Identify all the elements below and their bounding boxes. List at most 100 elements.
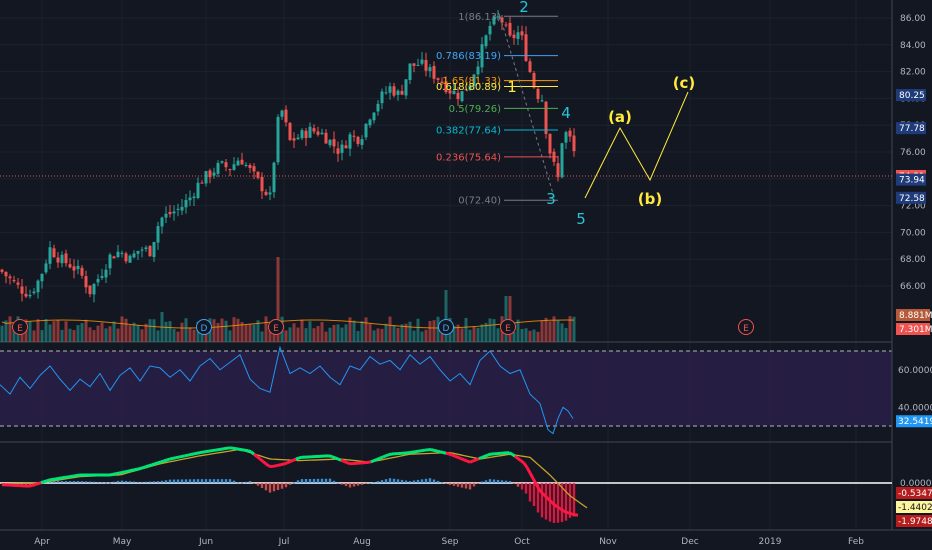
wave-label: (c) <box>673 74 696 92</box>
volume-bar <box>316 326 320 342</box>
macd-histogram-bar <box>184 479 188 483</box>
macd-line-segment <box>259 457 264 463</box>
volume-bar <box>432 320 436 342</box>
macd-line-segment <box>388 452 393 457</box>
volume-bar <box>524 328 528 342</box>
macd-value-tag-label: -1.4402 <box>898 503 932 513</box>
macd-histogram-bar <box>144 481 148 483</box>
candle-body <box>320 132 324 135</box>
volume-bar <box>420 331 424 342</box>
event-marker: D <box>196 319 212 335</box>
fibonacci-retracement[interactable]: 1(86.13) 0.786(83.19) 1.65(81.33)0.618(80.… <box>436 12 558 207</box>
volume-bar <box>144 323 148 342</box>
candle-body <box>268 192 272 195</box>
price-tag-label: 72.58 <box>899 194 925 204</box>
macd-line-segment <box>127 469 132 473</box>
event-marker-label: D <box>201 324 208 334</box>
candle-body <box>152 242 156 258</box>
candle-body <box>40 273 44 282</box>
wave-label: 5 <box>576 210 586 228</box>
macd-histogram-bar <box>320 478 324 483</box>
candle-body <box>536 88 540 100</box>
volume-bar <box>532 329 536 342</box>
candle-body <box>332 139 336 147</box>
macd-line-segment <box>376 456 381 461</box>
dividend-marker-icon <box>438 319 454 335</box>
candle-body <box>544 101 548 134</box>
volume-bar <box>232 317 236 342</box>
macd-histogram-bar <box>300 479 304 483</box>
macd-histogram-bar <box>376 481 380 483</box>
candle-body <box>408 63 412 80</box>
candle-body <box>352 135 356 137</box>
macd-histogram-bar <box>196 479 200 483</box>
volume-bar <box>172 329 176 342</box>
candle-body <box>32 291 36 294</box>
macd-histogram-bar <box>200 479 204 483</box>
price-tick-label: 86.00 <box>900 14 926 24</box>
volume-tag-background <box>896 309 930 321</box>
event-marker: D <box>438 319 454 335</box>
price-tag-background <box>896 89 926 102</box>
macd-line-segment <box>187 453 192 457</box>
macd-line-segment <box>559 507 564 512</box>
candle-body <box>64 253 68 264</box>
elliott-wave-projection[interactable] <box>584 91 689 199</box>
macd-histogram-bar <box>152 481 156 483</box>
candle-body <box>28 295 32 297</box>
event-marker: E <box>12 319 28 335</box>
volume-bar <box>276 257 280 342</box>
candle-body <box>140 249 144 251</box>
macd-histogram-bar <box>484 480 488 483</box>
macd-histogram-bar <box>288 483 292 485</box>
candle-body <box>272 162 276 193</box>
macd-line-segment <box>133 467 138 472</box>
macd-histogram-bar <box>348 483 352 488</box>
volume-bar <box>456 324 460 342</box>
candle-body <box>516 32 520 39</box>
volume-bar <box>504 296 508 342</box>
macd-line-segment <box>568 511 573 516</box>
macd-histogram-bar <box>92 481 96 483</box>
candle-body <box>496 16 500 18</box>
macd-line-segment <box>283 461 288 466</box>
macd-line-segment <box>28 484 33 488</box>
volume-bar <box>52 321 56 342</box>
candle-body <box>508 22 512 36</box>
macd-histogram-bar <box>564 483 568 521</box>
macd-histogram-bar <box>488 479 492 483</box>
volume-bar <box>384 323 388 342</box>
price-tick-label: 84.00 <box>900 41 926 51</box>
candle-body <box>388 86 392 93</box>
macd-line-segment <box>163 458 168 463</box>
volume-bar <box>228 330 232 342</box>
macd-line-segment <box>154 461 159 466</box>
macd-line-segment <box>334 456 339 461</box>
macd-line-segment <box>436 449 441 454</box>
rsi-value-tag-label: 32.5419 <box>898 417 932 427</box>
macd-histogram-bar <box>204 479 208 483</box>
time-axis[interactable]: Apr May Jun Jul Aug Sep Oct Nov Dec 2019 Feb <box>34 537 864 547</box>
macd-line-segment <box>475 457 480 462</box>
macd-histogram-bar <box>264 483 268 491</box>
volume-bar <box>180 322 184 342</box>
volume-bar <box>248 324 252 342</box>
candle-body <box>204 171 208 184</box>
macd-line-segment <box>40 480 45 485</box>
candle-body <box>200 182 204 184</box>
earnings-marker-icon <box>12 319 28 335</box>
candle-body <box>208 170 212 178</box>
macd-line-segment <box>537 488 544 494</box>
volume-bar <box>84 319 88 342</box>
volume-bar <box>76 325 80 342</box>
volume-bar <box>404 323 408 342</box>
volume-bar <box>264 316 268 342</box>
volume-bar <box>240 322 244 342</box>
candle-body <box>488 25 492 35</box>
macd-line-segment <box>460 457 465 462</box>
macd-line-segment <box>247 449 252 454</box>
macd-histogram-bar <box>336 482 340 484</box>
volume-bar <box>332 324 336 342</box>
